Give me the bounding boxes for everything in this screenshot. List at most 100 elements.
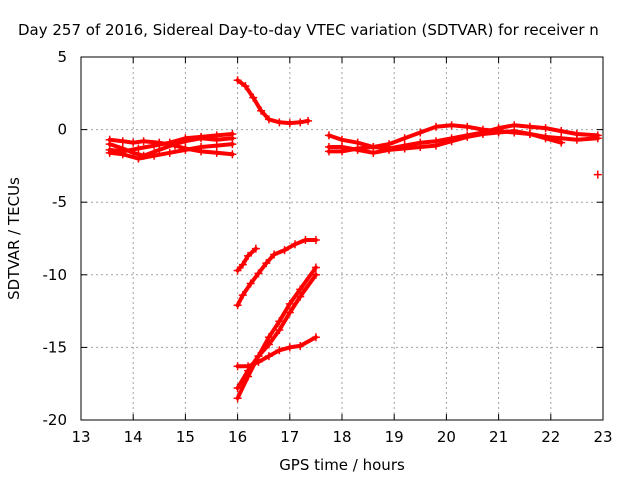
- data-point: [233, 301, 242, 310]
- data-point: [233, 394, 242, 403]
- data-point: [525, 122, 534, 131]
- data-point: [212, 148, 221, 157]
- x-tick-label: 13: [71, 428, 90, 446]
- data-point: [249, 93, 258, 102]
- data-point: [296, 285, 305, 294]
- series-3: [105, 129, 237, 156]
- data-point: [118, 137, 127, 146]
- data-point: [275, 317, 284, 326]
- x-tick-label: 19: [385, 428, 404, 446]
- y-tick-label: 5: [57, 48, 67, 66]
- data-point: [238, 291, 247, 300]
- series-9-trace: [235, 272, 318, 391]
- data-point: [447, 121, 456, 130]
- data-point: [338, 143, 346, 152]
- data-point: [197, 132, 206, 141]
- data-point: [264, 340, 273, 349]
- series-6-trace: [235, 246, 258, 273]
- data-point: [494, 128, 503, 137]
- data-point: [233, 76, 242, 85]
- series-10: [233, 333, 320, 371]
- data-point: [557, 127, 566, 136]
- series-4: [105, 140, 237, 163]
- y-axis-label: SDTVAR / TECUs: [5, 177, 23, 300]
- data-point: [150, 151, 159, 160]
- data-point: [264, 115, 273, 124]
- data-point: [233, 266, 242, 275]
- series-7-trace: [235, 238, 318, 308]
- data-point: [134, 144, 143, 153]
- data-point: [257, 106, 266, 115]
- data-point: [165, 138, 174, 147]
- y-tick-label: -10: [43, 266, 68, 284]
- data-point: [510, 127, 519, 136]
- chart-title: Day 257 of 2016, Sidereal Day-to-day VTE…: [18, 21, 599, 39]
- data-point: [254, 357, 263, 366]
- data-point: [139, 137, 148, 146]
- data-point: [285, 308, 294, 317]
- data-point: [400, 134, 409, 143]
- data-point: [155, 145, 164, 154]
- data-point: [165, 148, 174, 157]
- series-7: [233, 235, 320, 310]
- data-point: [228, 129, 237, 138]
- data-point: [369, 148, 378, 157]
- data-point: [416, 128, 425, 137]
- data-point: [118, 150, 127, 159]
- data-point: [291, 240, 300, 249]
- data-point: [270, 250, 279, 259]
- data-point: [311, 270, 320, 279]
- data-point: [447, 137, 456, 146]
- data-point: [384, 145, 393, 154]
- data-point: [244, 362, 253, 371]
- data-point: [181, 134, 190, 143]
- x-tick-label: 22: [541, 428, 560, 446]
- x-tick-label: 20: [437, 428, 456, 446]
- data-point: [275, 346, 284, 355]
- data-point: [431, 122, 440, 131]
- data-point: [285, 343, 294, 352]
- grid-lines: [81, 57, 603, 420]
- y-tick-label: 0: [57, 121, 67, 139]
- data-point: [311, 333, 320, 342]
- data-point: [463, 132, 472, 141]
- data-point: [296, 118, 305, 127]
- data-point: [541, 124, 550, 133]
- data-point: [244, 251, 253, 260]
- data-point: [238, 260, 247, 269]
- y-tick-label: -5: [52, 193, 67, 211]
- data-point: [572, 129, 581, 138]
- data-point: [246, 279, 255, 288]
- data-point: [275, 325, 284, 334]
- data-point: [285, 299, 294, 308]
- data-point: [296, 341, 305, 350]
- series-8-trace: [235, 265, 318, 401]
- series-9: [233, 270, 320, 393]
- data-point: [264, 352, 273, 361]
- x-tick-label: 21: [489, 428, 508, 446]
- data-point: [525, 129, 534, 138]
- x-tick-label: 14: [124, 428, 143, 446]
- data-point: [400, 144, 409, 153]
- data-point: [593, 131, 602, 140]
- data-point: [324, 143, 333, 152]
- series-13-trace: [326, 129, 564, 155]
- data-point: [134, 154, 143, 163]
- data-point: [197, 143, 206, 152]
- series-10-trace: [235, 335, 318, 369]
- x-tick-label: 15: [176, 428, 195, 446]
- x-tick-label: 16: [228, 428, 247, 446]
- x-tick-label: 17: [280, 428, 299, 446]
- data-point: [264, 333, 273, 342]
- data-point: [129, 138, 138, 147]
- data-point: [431, 141, 440, 150]
- data-point: [212, 141, 221, 150]
- series-14: [593, 170, 602, 179]
- data-point: [254, 269, 263, 278]
- data-point: [228, 150, 237, 159]
- data-point: [416, 143, 425, 152]
- data-point: [251, 244, 260, 253]
- data-point: [228, 140, 237, 149]
- x-tick-label: 23: [593, 428, 612, 446]
